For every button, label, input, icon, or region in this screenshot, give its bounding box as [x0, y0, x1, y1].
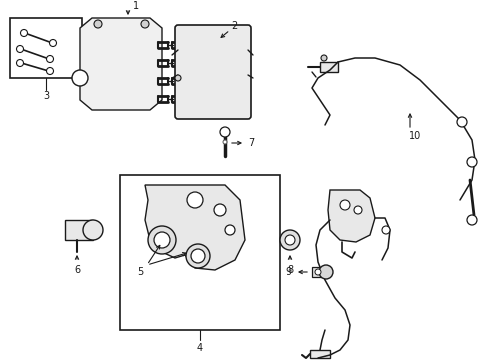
Circle shape	[20, 30, 27, 36]
Circle shape	[72, 70, 88, 86]
Circle shape	[46, 55, 53, 63]
Polygon shape	[80, 18, 162, 110]
Bar	[120, 175, 280, 330]
Circle shape	[185, 244, 209, 268]
Circle shape	[223, 140, 226, 144]
Circle shape	[314, 269, 320, 275]
Circle shape	[466, 157, 476, 167]
Text: 1: 1	[133, 1, 139, 11]
Text: 6: 6	[74, 265, 80, 275]
Circle shape	[320, 55, 326, 61]
FancyBboxPatch shape	[175, 25, 250, 119]
Circle shape	[186, 192, 203, 208]
Circle shape	[154, 232, 170, 248]
Text: 10: 10	[408, 131, 420, 141]
Polygon shape	[327, 190, 374, 242]
Text: 3: 3	[43, 91, 49, 101]
Circle shape	[17, 45, 23, 53]
Text: 2: 2	[230, 21, 237, 31]
Circle shape	[381, 226, 389, 234]
Circle shape	[220, 127, 229, 137]
Circle shape	[17, 59, 23, 67]
Text: 4: 4	[197, 343, 203, 353]
Circle shape	[191, 249, 204, 263]
Circle shape	[141, 20, 149, 28]
Text: 9: 9	[285, 267, 290, 277]
Circle shape	[339, 200, 349, 210]
Circle shape	[49, 40, 57, 46]
Text: 7: 7	[247, 138, 254, 148]
Bar	[311, 267, 325, 277]
Circle shape	[175, 75, 181, 81]
Circle shape	[224, 225, 235, 235]
Bar	[309, 350, 329, 358]
Circle shape	[148, 226, 176, 254]
Bar	[185, 38, 240, 106]
Bar	[95, 30, 157, 102]
Circle shape	[46, 68, 53, 75]
Circle shape	[94, 20, 102, 28]
Circle shape	[466, 215, 476, 225]
Bar	[65, 220, 93, 240]
Text: 8: 8	[286, 265, 292, 275]
Circle shape	[285, 235, 294, 245]
Circle shape	[83, 220, 103, 240]
Circle shape	[214, 204, 225, 216]
Circle shape	[318, 265, 332, 279]
Circle shape	[280, 230, 299, 250]
Bar	[10, 18, 82, 78]
Circle shape	[456, 117, 466, 127]
Bar	[319, 62, 337, 72]
Polygon shape	[145, 185, 244, 270]
Circle shape	[353, 206, 361, 214]
Text: 5: 5	[137, 267, 143, 277]
